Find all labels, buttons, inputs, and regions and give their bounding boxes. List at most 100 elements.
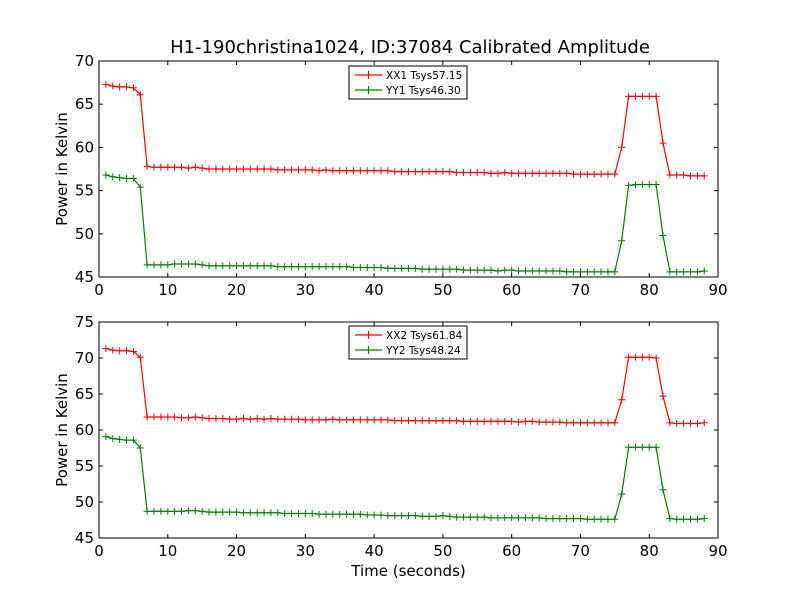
data-point	[473, 266, 481, 274]
data-point	[274, 415, 282, 423]
series-markers-1	[102, 80, 708, 180]
data-point	[171, 260, 179, 268]
data-point	[226, 165, 234, 173]
data-point	[439, 512, 447, 520]
data-point	[136, 183, 144, 191]
data-point	[301, 166, 309, 174]
data-point	[625, 353, 633, 361]
data-point	[549, 418, 557, 426]
data-point	[521, 169, 529, 177]
data-point	[398, 417, 406, 425]
data-point	[611, 515, 619, 523]
data-point	[253, 262, 261, 270]
data-point	[515, 418, 523, 426]
data-point	[349, 510, 357, 518]
data-point	[150, 261, 158, 269]
data-point	[322, 416, 330, 424]
data-point	[466, 266, 474, 274]
data-point	[363, 263, 371, 271]
data-point	[150, 507, 158, 515]
data-point	[549, 169, 557, 177]
data-point	[246, 415, 254, 423]
data-point	[611, 268, 619, 276]
legend-swatch	[355, 71, 382, 79]
data-point	[212, 262, 220, 270]
series-markers-2	[102, 171, 708, 276]
data-point	[260, 165, 268, 173]
data-point	[329, 510, 337, 518]
data-point	[556, 515, 564, 523]
data-point	[528, 417, 536, 425]
data-point	[563, 169, 571, 177]
data-point	[693, 172, 701, 180]
data-point	[102, 345, 110, 353]
x-tick-label: 10	[158, 281, 177, 299]
data-point	[301, 416, 309, 424]
data-point	[528, 267, 536, 275]
data-point	[129, 84, 137, 92]
data-point	[576, 515, 584, 523]
data-point	[425, 168, 433, 176]
data-point	[212, 508, 220, 516]
data-point	[370, 511, 378, 519]
data-point	[205, 414, 213, 422]
data-point	[446, 417, 454, 425]
data-point	[411, 168, 419, 176]
data-point	[356, 416, 364, 424]
data-point	[129, 436, 137, 444]
data-point	[425, 265, 433, 273]
data-point	[680, 171, 688, 179]
data-point	[102, 171, 110, 179]
data-point	[480, 168, 488, 176]
data-point	[432, 512, 440, 520]
data-point	[308, 166, 316, 174]
data-point	[363, 511, 371, 519]
data-point	[460, 168, 468, 176]
data-point	[535, 418, 543, 426]
data-point	[398, 512, 406, 520]
data-point	[494, 267, 502, 275]
data-point	[178, 163, 186, 171]
data-point	[508, 417, 516, 425]
data-point	[343, 510, 351, 518]
data-point	[143, 261, 151, 269]
data-point	[405, 417, 412, 425]
data-point	[308, 263, 316, 271]
data-point	[659, 139, 667, 147]
data-point	[288, 415, 296, 423]
x-tick-label: 30	[296, 542, 315, 560]
data-point	[239, 262, 247, 270]
y-tick-label: 50	[75, 493, 94, 511]
data-point	[184, 414, 192, 422]
data-point	[184, 260, 192, 268]
data-point	[281, 166, 289, 174]
data-point	[233, 262, 241, 270]
data-point	[432, 417, 440, 425]
data-point	[336, 263, 344, 271]
data-point	[631, 181, 639, 189]
data-point	[315, 167, 323, 175]
data-point	[418, 168, 426, 176]
data-point	[597, 419, 605, 427]
x-tick-label: 90	[708, 281, 727, 299]
data-point	[542, 169, 550, 177]
data-point	[673, 268, 681, 276]
data-point	[652, 443, 660, 451]
data-point	[535, 514, 543, 522]
data-point	[542, 418, 550, 426]
data-point	[377, 167, 385, 175]
data-point	[583, 515, 591, 523]
data-point	[680, 268, 688, 276]
data-point	[150, 413, 158, 421]
y-tick-label: 65	[75, 95, 94, 113]
x-tick-label: 20	[227, 542, 246, 560]
data-point	[542, 515, 550, 523]
data-point	[109, 435, 117, 443]
legend-entry: XX1 Tsys57.15	[386, 70, 462, 82]
data-point	[460, 513, 468, 521]
data-point	[680, 420, 688, 428]
data-point	[336, 416, 344, 424]
x-tick-label: 80	[640, 281, 659, 299]
data-point	[205, 262, 213, 270]
